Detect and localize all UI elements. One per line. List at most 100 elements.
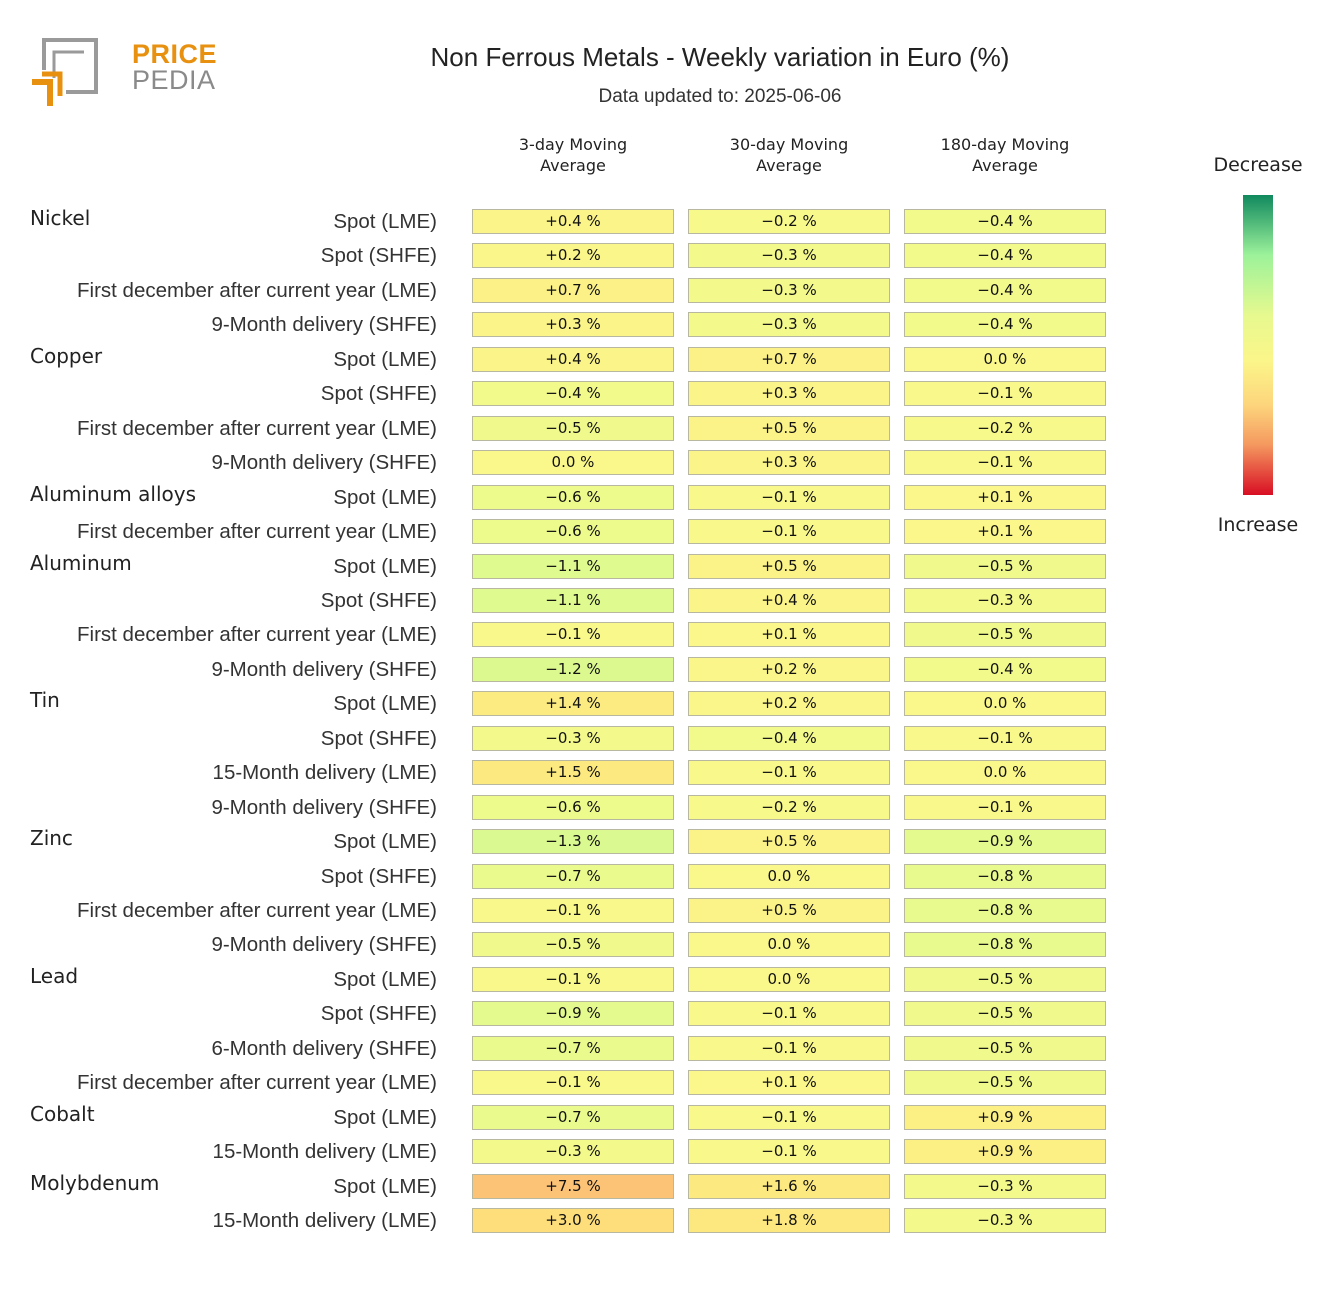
row-label: Spot (SHFE) bbox=[320, 1002, 437, 1026]
heatmap-cell: −0.1 % bbox=[688, 484, 890, 510]
heatmap-cell: −0.8 % bbox=[904, 932, 1106, 958]
row-label: First december after current year (LME) bbox=[77, 623, 437, 647]
row-label: Spot (SHFE) bbox=[320, 382, 437, 406]
heatmap-cell: −0.4 % bbox=[904, 209, 1106, 234]
group-label: Zinc bbox=[30, 826, 73, 851]
heatmap-cell: +0.1 % bbox=[904, 484, 1106, 510]
heatmap-cell: −0.4 % bbox=[472, 381, 674, 407]
heatmap-cell: +7.5 % bbox=[472, 1173, 674, 1199]
heatmap-cell: −0.1 % bbox=[688, 1139, 890, 1165]
row-label: 15-Month delivery (LME) bbox=[212, 761, 437, 785]
heatmap-cell: −0.8 % bbox=[904, 898, 1106, 923]
heatmap-cell: −0.1 % bbox=[688, 519, 890, 545]
heatmap-cell: −0.4 % bbox=[904, 656, 1106, 682]
row-label: Spot (LME) bbox=[333, 1105, 437, 1129]
heatmap-cell: −0.1 % bbox=[472, 1070, 674, 1096]
heatmap-cell: +0.7 % bbox=[472, 277, 674, 303]
group-label: Copper bbox=[30, 343, 103, 368]
heatmap-cell: −0.5 % bbox=[904, 553, 1106, 579]
row-label: 6-Month delivery (SHFE) bbox=[211, 1036, 437, 1060]
heatmap-cell: +3.0 % bbox=[472, 1208, 674, 1234]
group-label: Molybdenum bbox=[30, 1170, 160, 1195]
heatmap-cell: −0.3 % bbox=[688, 277, 890, 303]
group-label: Lead bbox=[30, 963, 79, 988]
heatmap-cell: −0.4 % bbox=[904, 277, 1106, 303]
heatmap-cell: +0.5 % bbox=[688, 898, 890, 923]
heatmap-cell: −0.7 % bbox=[472, 1035, 674, 1061]
column-header-3-day: 3-day Moving Average bbox=[518, 135, 628, 175]
heatmap-cell: +1.8 % bbox=[688, 1208, 890, 1234]
row-label: Spot (SHFE) bbox=[320, 244, 437, 268]
heatmap-cell: −0.3 % bbox=[904, 1173, 1106, 1199]
heatmap-cell: −0.2 % bbox=[688, 209, 890, 234]
row-label: Spot (SHFE) bbox=[320, 726, 437, 750]
heatmap-cell: −0.1 % bbox=[688, 760, 890, 786]
heatmap-cell: −0.8 % bbox=[904, 863, 1106, 889]
group-label: Aluminum alloys bbox=[30, 481, 197, 506]
row-label: Spot (LME) bbox=[333, 554, 437, 578]
heatmap-cell: −0.1 % bbox=[472, 622, 674, 648]
row-label: First december after current year (LME) bbox=[77, 416, 437, 440]
row-label: 9-Month delivery (SHFE) bbox=[211, 313, 437, 337]
heatmap-cell: −0.7 % bbox=[472, 863, 674, 889]
heatmap-cell: 0.0 % bbox=[688, 932, 890, 958]
group-label: Nickel bbox=[30, 206, 91, 230]
row-label: 9-Month delivery (SHFE) bbox=[211, 933, 437, 957]
row-label: First december after current year (LME) bbox=[77, 520, 437, 544]
heatmap-cell: −0.1 % bbox=[904, 450, 1106, 476]
group-label: Aluminum bbox=[30, 550, 132, 575]
row-label: Spot (LME) bbox=[333, 967, 437, 991]
heatmap-cell: +0.7 % bbox=[688, 346, 890, 372]
row-label: Spot (SHFE) bbox=[320, 588, 437, 612]
heatmap-cell: −0.5 % bbox=[472, 415, 674, 441]
heatmap-cell: 0.0 % bbox=[904, 346, 1106, 372]
heatmap-cell: −0.4 % bbox=[904, 243, 1106, 269]
heatmap-cell: +1.4 % bbox=[472, 691, 674, 717]
chart-title: Non Ferrous Metals - Weekly variation in… bbox=[430, 42, 1010, 72]
heatmap-cell: +0.3 % bbox=[688, 450, 890, 476]
heatmap-cell: +0.5 % bbox=[688, 829, 890, 855]
heatmap-cell: −0.4 % bbox=[904, 312, 1106, 338]
logo-mark bbox=[32, 38, 98, 106]
heatmap-cell: −0.1 % bbox=[472, 898, 674, 923]
row-label: Spot (LME) bbox=[333, 485, 437, 509]
heatmap-cell: −0.3 % bbox=[472, 1139, 674, 1165]
row-label: 15-Month delivery (LME) bbox=[212, 1140, 437, 1164]
heatmap-cell: +0.2 % bbox=[688, 656, 890, 682]
heatmap-cell: +0.9 % bbox=[904, 1104, 1106, 1130]
row-label: Spot (LME) bbox=[333, 210, 437, 233]
row-label: Spot (LME) bbox=[333, 830, 437, 854]
heatmap-cell: −1.2 % bbox=[472, 656, 674, 682]
heatmap-cell: +0.4 % bbox=[472, 209, 674, 234]
heatmap-cell: −0.3 % bbox=[904, 587, 1106, 613]
heatmap-cell: −0.5 % bbox=[904, 966, 1106, 992]
heatmap-cell: +0.9 % bbox=[904, 1139, 1106, 1165]
heatmap-cell: −0.1 % bbox=[688, 1035, 890, 1061]
column-header-30-day: 30-day Moving Average bbox=[729, 135, 849, 175]
heatmap-cell: −0.3 % bbox=[688, 312, 890, 338]
row-label: 9-Month delivery (SHFE) bbox=[211, 657, 437, 681]
legend-increase-label: Increase bbox=[1217, 514, 1299, 536]
heatmap-cell: +0.4 % bbox=[688, 587, 890, 613]
legend-decrease-label: Decrease bbox=[1213, 154, 1303, 176]
heatmap-cell: −0.1 % bbox=[904, 725, 1106, 751]
row-label: First december after current year (LME) bbox=[77, 899, 437, 922]
heatmap-cell: +0.5 % bbox=[688, 553, 890, 579]
heatmap-cell: −0.3 % bbox=[904, 1208, 1106, 1234]
heatmap-cell: −0.2 % bbox=[688, 794, 890, 820]
heatmap-cell: −0.2 % bbox=[904, 415, 1106, 441]
heatmap-cell: +0.5 % bbox=[688, 415, 890, 441]
heatmap-cell: −0.4 % bbox=[688, 725, 890, 751]
heatmap-cell: −0.9 % bbox=[904, 829, 1106, 855]
heatmap-cell: +1.6 % bbox=[688, 1173, 890, 1199]
logo-word-pedia: PEDIA bbox=[132, 65, 216, 95]
row-label: First december after current year (LME) bbox=[77, 1071, 437, 1095]
heatmap-cell: −0.6 % bbox=[472, 794, 674, 820]
heatmap-cell: −0.5 % bbox=[472, 932, 674, 958]
heatmap-cell: −0.5 % bbox=[904, 1001, 1106, 1027]
heatmap-cell: −1.1 % bbox=[472, 587, 674, 613]
group-label: Cobalt bbox=[30, 1101, 95, 1126]
heatmap-cell: −0.5 % bbox=[904, 622, 1106, 648]
heatmap-cell: +0.3 % bbox=[688, 381, 890, 407]
row-label: First december after current year (LME) bbox=[77, 278, 437, 302]
